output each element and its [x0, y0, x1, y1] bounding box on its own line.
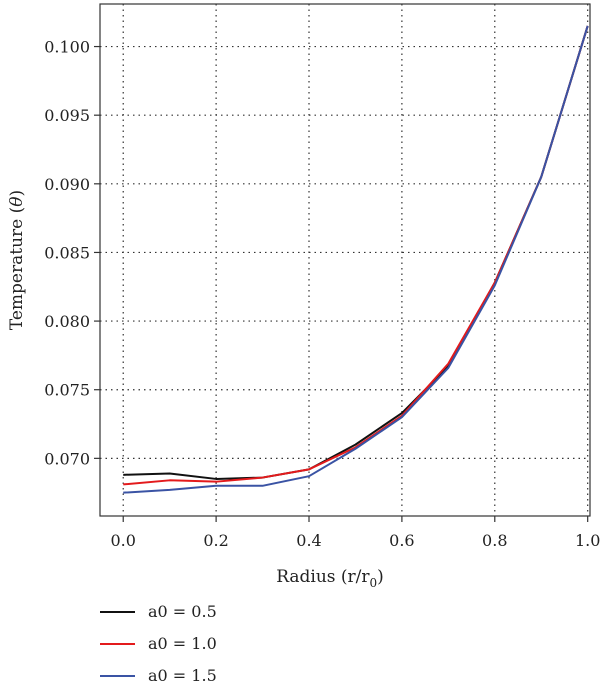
- plot-frame: [99, 3, 591, 517]
- legend-label: a0 = 1.5: [148, 666, 217, 685]
- x-axis-label-subscript: 0: [370, 576, 378, 590]
- series-lines: [123, 25, 589, 494]
- x-tick-label: 0.2: [203, 531, 228, 550]
- legend: a0 = 0.5 a0 = 1.0 a0 = 1.5: [100, 602, 217, 685]
- x-tick-label: 0.4: [296, 531, 321, 550]
- y-axis-label: Temperature (θ): [7, 190, 27, 330]
- grid-lines: [100, 4, 590, 516]
- legend-label: a0 = 1.0: [148, 634, 217, 653]
- axis-ticks: 0.0 0.2 0.4 0.6 0.8 1.0 0.070 0.075 0.080 0.085 0.…: [44, 38, 600, 550]
- x-tick-label: 0.6: [389, 531, 414, 550]
- legend-label: a0 = 0.5: [148, 602, 217, 621]
- series-line-a0-1-0: [123, 25, 589, 486]
- y-tick-label: 0.100: [44, 38, 90, 57]
- x-tick-label: 0.8: [482, 531, 507, 550]
- y-tick-label: 0.080: [44, 312, 90, 331]
- x-tick-label: 1.0: [575, 531, 600, 550]
- x-tick-label: 0.0: [110, 531, 135, 550]
- y-tick-label: 0.085: [44, 243, 90, 262]
- y-tick-label: 0.075: [44, 381, 90, 400]
- y-tick-label: 0.095: [44, 106, 90, 125]
- x-axis-label-main: Radius (r/r: [276, 567, 370, 587]
- y-tick-label: 0.070: [44, 449, 90, 468]
- y-tick-label: 0.090: [44, 175, 90, 194]
- x-axis-label: Radius (r/r0): [276, 567, 384, 590]
- x-axis-label-close: ): [377, 567, 384, 587]
- series-line-a0-1-5: [123, 25, 589, 494]
